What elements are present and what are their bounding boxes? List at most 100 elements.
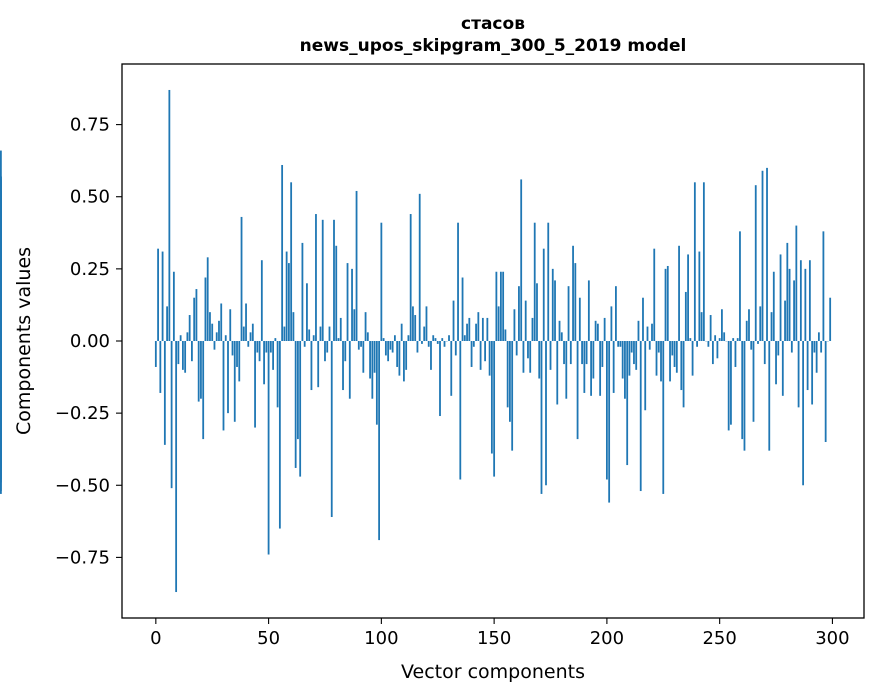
bar [464,335,466,341]
bar [606,341,608,480]
bar [586,341,588,364]
bar [550,341,552,370]
bar [295,341,297,468]
bar [259,341,261,361]
bar [471,341,473,367]
bar [462,278,464,341]
bar [786,243,788,341]
y-tick-label: 0.25 [70,259,110,280]
bar [380,223,382,341]
bar [791,341,793,353]
bar [430,341,432,370]
bar [545,341,547,485]
bar [401,324,403,341]
bar [647,327,649,341]
bar [304,341,306,347]
bar [417,341,419,353]
bar [374,341,376,373]
bar [236,341,238,367]
bar [288,263,290,341]
bar [694,182,696,341]
bar [209,312,211,341]
bar [340,318,342,341]
bar [683,341,685,407]
bar [597,324,599,341]
bar [714,335,716,341]
x-tick-label: 200 [590,628,624,649]
bar [789,269,791,341]
bar [777,341,779,355]
bar [529,341,531,373]
bar [423,327,425,341]
bar [360,341,362,347]
bar [511,341,513,451]
bar [493,341,495,477]
bar [753,341,755,422]
bar [671,341,673,355]
bar [818,332,820,341]
bar [225,335,227,341]
bar [491,341,493,454]
bar [317,341,319,387]
bar [712,341,714,364]
bar [719,338,721,341]
bar [703,182,705,341]
bar [592,341,594,379]
bar [157,249,159,341]
bar [667,266,669,341]
bar [426,306,428,341]
bar [629,341,631,376]
bar [347,263,349,341]
bar [613,341,615,393]
bar [676,341,678,373]
bar [662,341,664,494]
bar [588,280,590,341]
bar [631,341,633,353]
bar [408,335,410,341]
bar [500,272,502,341]
bar [187,332,189,341]
bar [541,341,543,494]
bar [798,341,800,407]
bar [559,321,561,341]
bar [773,272,775,341]
bar [0,341,2,353]
bar [351,269,353,341]
bar [574,263,576,341]
bar [710,315,712,341]
bar [595,321,597,341]
bar [809,260,811,341]
bar [599,341,601,396]
chart-title: стасов [461,14,525,34]
bar [617,341,619,347]
bar [419,194,421,341]
bar [205,278,207,341]
bar [331,341,333,517]
y-tick-label: 0.50 [70,187,110,208]
x-tick-label: 50 [257,628,280,649]
bar [349,341,351,399]
bar [507,341,509,407]
x-tick-label: 250 [702,628,736,649]
bar [823,231,825,341]
bar [274,338,276,341]
bar [581,341,583,364]
bar [245,303,247,341]
bar [315,214,317,341]
bar [168,90,170,341]
bar [441,338,443,341]
bar [604,318,606,341]
bar [320,327,322,341]
bar [252,324,254,341]
bar [723,332,725,341]
bar [283,327,285,341]
bar [196,289,198,341]
bar [369,341,371,379]
bar [669,341,671,381]
bar [333,220,335,341]
bar [322,220,324,341]
bar [583,341,585,393]
bar [175,341,177,592]
bar [405,341,407,370]
bar [764,341,766,364]
